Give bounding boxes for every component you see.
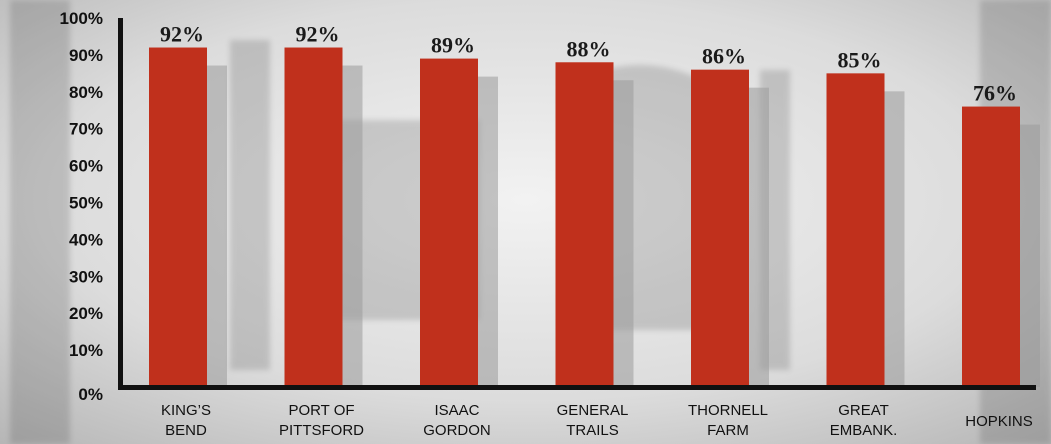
bar [149, 47, 207, 388]
y-tick-label: 70% [69, 120, 103, 139]
x-tick-line: HOPKINS [965, 413, 1033, 430]
y-tick-label: 30% [69, 267, 103, 286]
y-tick-label: 80% [69, 83, 103, 102]
y-tick-label: 20% [69, 304, 103, 323]
x-axis-ticks: KING’S BEND PORT OF PITTSFORD ISAAC GORDON GEN… [161, 402, 1033, 439]
y-tick-label: 0% [78, 385, 103, 404]
bar [555, 62, 614, 387]
data-label: 92% [296, 22, 340, 47]
data-label: 89% [431, 33, 475, 58]
x-tick-line: ISAAC [434, 402, 479, 419]
x-tick-line: BEND [165, 422, 207, 439]
x-tick-label: ISAAC GORDON [423, 402, 491, 439]
bar [284, 47, 343, 388]
x-tick-line: FARM [707, 422, 749, 439]
x-tick-label: THORNELL FARM [688, 402, 768, 439]
y-tick-label: 90% [69, 46, 103, 65]
data-label: 76% [973, 81, 1017, 106]
x-tick-line: PITTSFORD [279, 422, 364, 439]
x-tick-label: PORT OF PITTSFORD [279, 402, 364, 439]
data-label: 85% [838, 47, 882, 72]
bar [420, 58, 478, 388]
x-tick-line: GORDON [423, 422, 491, 439]
x-tick-line: THORNELL [688, 402, 768, 419]
x-tick-label: GENERAL TRAILS [557, 402, 629, 439]
bar [826, 73, 885, 387]
x-tick-label: HOPKINS [965, 413, 1033, 430]
x-tick-line: PORT OF [288, 402, 354, 419]
bars-group [149, 47, 1040, 388]
data-label: 88% [567, 36, 611, 61]
data-labels-group: 92% 92% 89% 88% 86% 85% 76% [160, 22, 1017, 106]
y-tick-label: 40% [69, 230, 103, 249]
y-tick-label: 60% [69, 157, 103, 176]
x-tick-line: EMBANK. [830, 422, 898, 439]
y-axis-ticks: 0% 10% 20% 30% 40% 50% 60% 70% 80% 90% 100% [60, 9, 103, 404]
x-tick-label: KING’S BEND [161, 402, 211, 439]
bar [691, 69, 749, 387]
axes-group [118, 18, 1036, 390]
data-label: 86% [702, 44, 746, 69]
x-tick-label: GREAT EMBANK. [830, 402, 898, 439]
x-axis-line [118, 385, 1036, 390]
x-tick-line: KING’S [161, 402, 211, 419]
x-tick-line: TRAILS [566, 422, 619, 439]
x-tick-line: GREAT [838, 402, 889, 419]
data-label: 92% [160, 22, 204, 47]
y-tick-label: 10% [69, 341, 103, 360]
y-tick-label: 50% [69, 194, 103, 213]
y-tick-label: 100% [60, 9, 103, 28]
bar [962, 106, 1020, 387]
x-tick-line: GENERAL [557, 402, 629, 419]
y-axis-line [118, 18, 123, 389]
